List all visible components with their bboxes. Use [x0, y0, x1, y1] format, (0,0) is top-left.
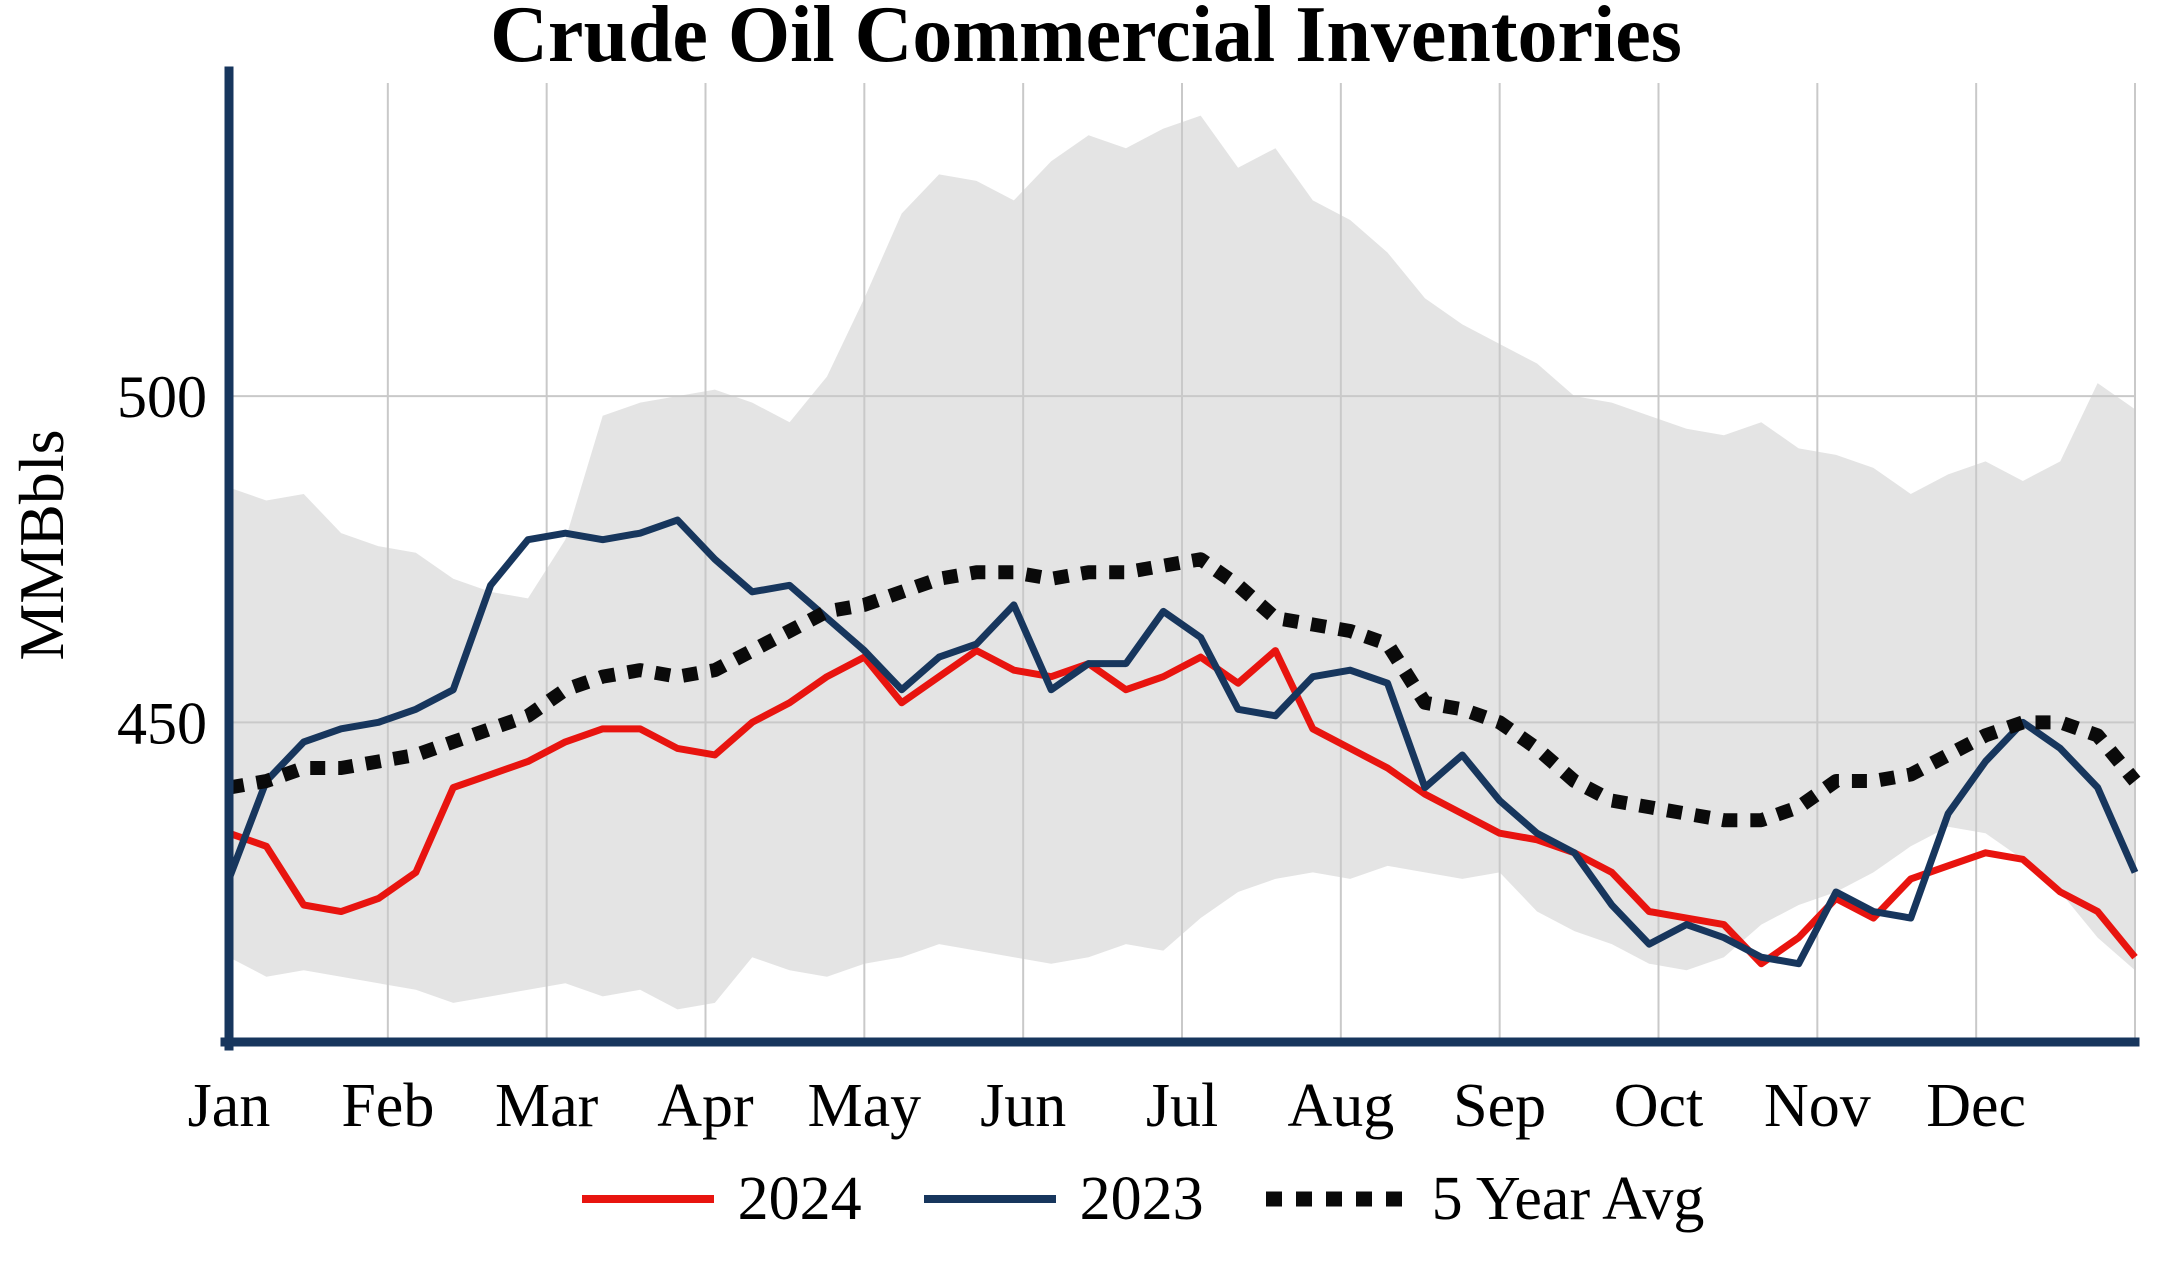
x-month-label: Oct [1614, 1072, 1704, 1140]
legend-line-2024-icon [581, 1195, 714, 1203]
legend-label-2024: 2024 [737, 1165, 862, 1233]
x-month-label: Dec [1926, 1072, 2026, 1140]
chart-legend: 2024 2023 5 Year Avg [0, 1168, 2172, 1230]
x-month-label: Feb [341, 1072, 434, 1140]
legend-label-2023: 2023 [1079, 1165, 1204, 1233]
legend-line-2023-icon [923, 1195, 1056, 1203]
x-month-label: Mar [495, 1072, 599, 1140]
x-month-label: Apr [657, 1072, 754, 1140]
series-line-2023 [225, 516, 2139, 968]
y-tick-label: 500 [117, 364, 207, 430]
x-month-label: Jan [188, 1072, 271, 1140]
series-line-2024 [227, 647, 2138, 968]
x-month-label: Sep [1453, 1072, 1546, 1140]
legend-line-5-year-avg-icon [1265, 1191, 1408, 1207]
legend-label-5-year-avg: 5 Year Avg [1431, 1165, 1705, 1233]
x-month-label: Nov [1764, 1072, 1871, 1140]
x-month-label: Jul [1146, 1072, 1218, 1140]
y-tick-label: 450 [117, 690, 207, 756]
x-month-label: May [808, 1072, 922, 1140]
legend-item-2023: 2023 [920, 1168, 1204, 1230]
legend-item-5-year-avg: 5 Year Avg [1262, 1165, 1705, 1233]
chart-title: Crude Oil Commercial Inventories [490, 0, 1682, 79]
legend-item-2024: 2024 [578, 1168, 862, 1230]
x-month-label: Jun [980, 1072, 1066, 1140]
x-month-label: Aug [1287, 1072, 1394, 1140]
